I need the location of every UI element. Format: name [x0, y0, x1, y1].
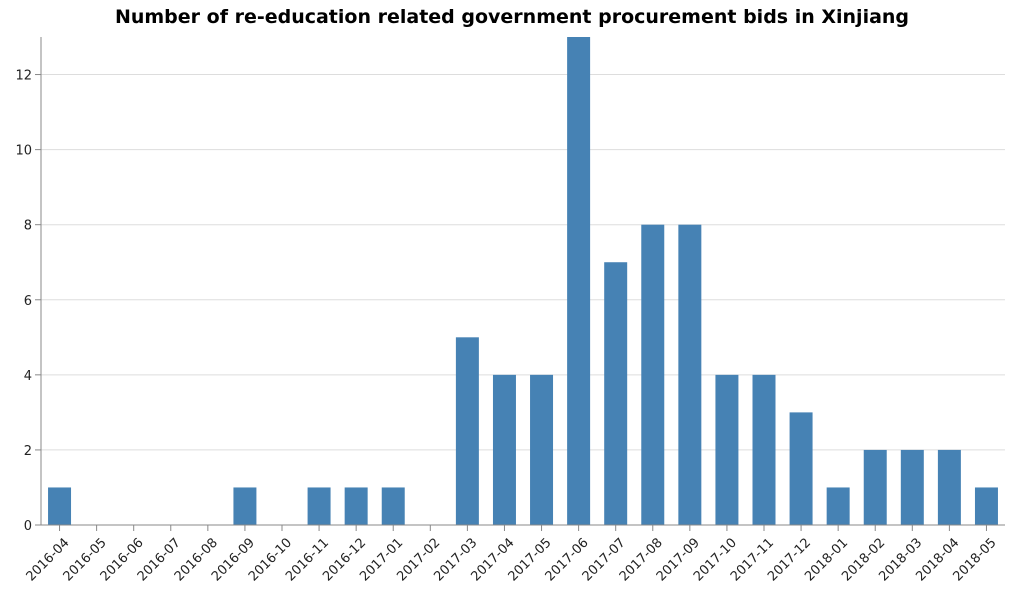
bar-2017-12	[789, 412, 813, 525]
bar-2018-04	[937, 449, 961, 525]
bar-2017-11	[752, 374, 776, 525]
y-tick-label: 10	[15, 144, 32, 159]
bar-2017-06	[567, 37, 591, 525]
y-tick-label: 4	[24, 369, 32, 384]
bar-2016-11	[307, 487, 331, 525]
bar-2016-09	[233, 487, 257, 525]
bar-2016-04	[48, 487, 72, 525]
bar-2017-04	[492, 374, 516, 525]
bar-2016-12	[344, 487, 368, 525]
axes	[35, 37, 1005, 531]
bar-2018-01	[826, 487, 850, 525]
bar-2017-08	[641, 224, 665, 525]
y-tick-label: 0	[24, 519, 32, 534]
bars	[48, 37, 998, 525]
chart-title: Number of re-education related governmen…	[114, 6, 910, 28]
bar-2017-10	[715, 374, 739, 525]
y-tick-label: 6	[24, 294, 32, 309]
y-tick-label: 8	[24, 219, 32, 234]
bar-2017-05	[530, 374, 554, 525]
bar-2018-03	[900, 449, 924, 525]
bar-2017-07	[604, 262, 628, 525]
y-tick-label: 12	[15, 69, 32, 84]
bar-2017-01	[381, 487, 405, 525]
bar-2018-05	[974, 487, 998, 525]
y-tick-label: 2	[24, 444, 32, 459]
gridlines	[41, 74, 1005, 451]
bar-2017-09	[678, 224, 702, 525]
bar-2018-02	[863, 449, 887, 525]
bar-2017-03	[455, 337, 479, 525]
